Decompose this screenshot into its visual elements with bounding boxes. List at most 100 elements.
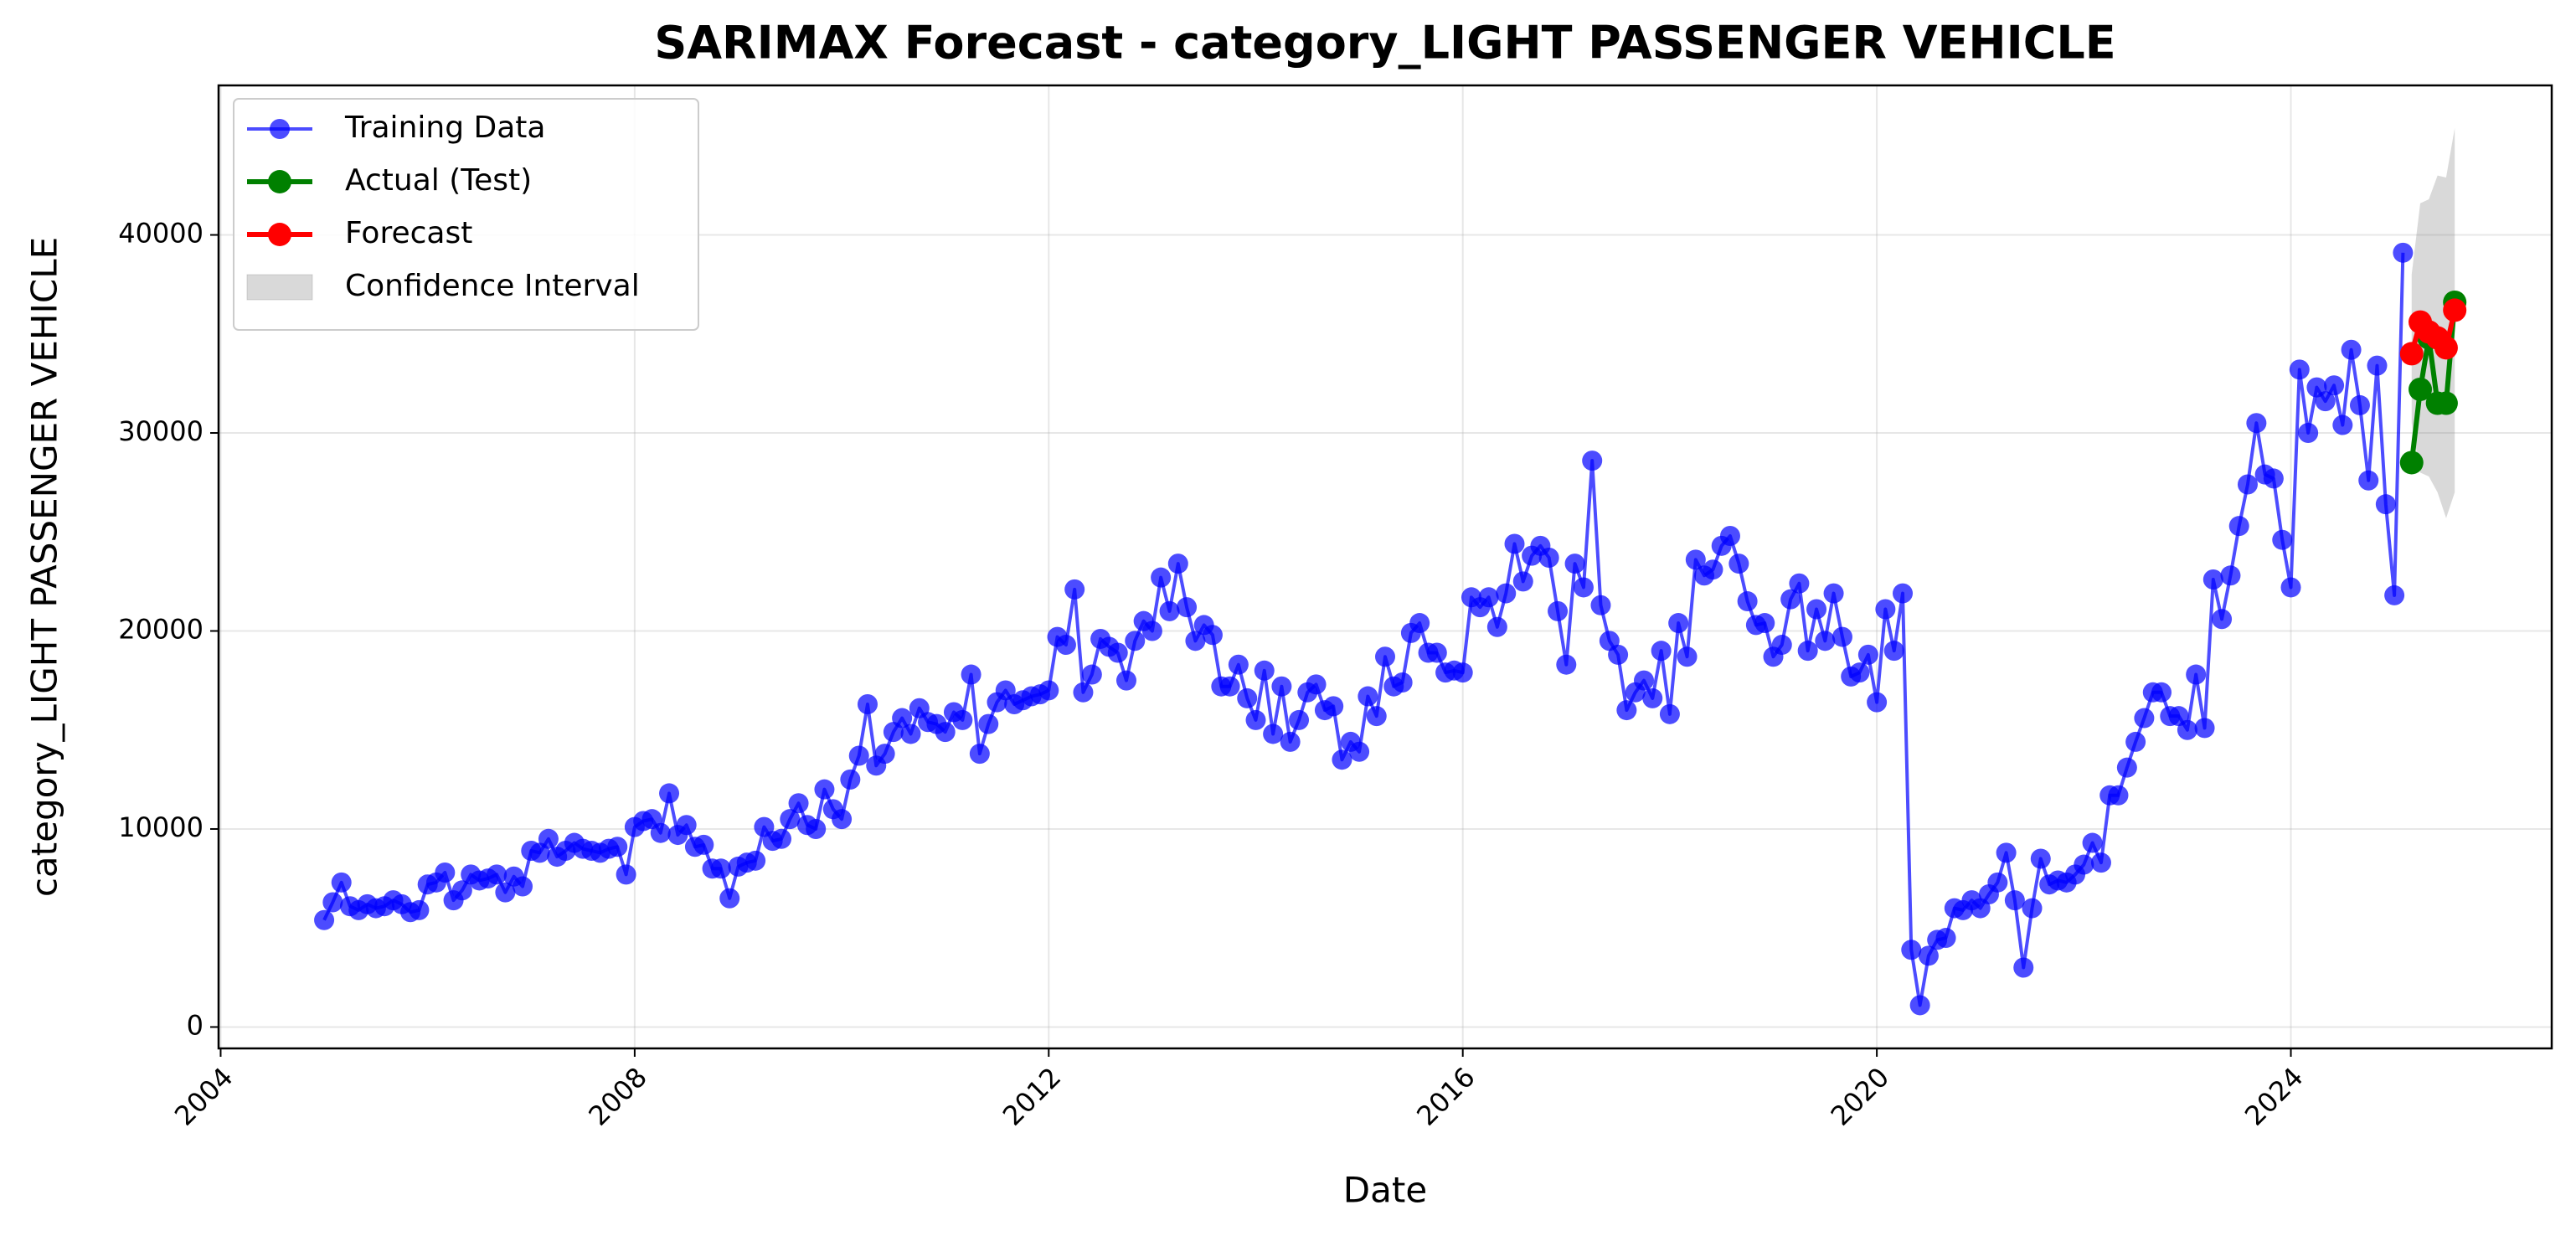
data-point bbox=[2228, 516, 2249, 537]
data-point bbox=[1935, 928, 1956, 949]
data-point bbox=[1857, 644, 1878, 665]
data-point bbox=[1918, 945, 1939, 966]
data-point bbox=[1073, 682, 1094, 703]
data-point bbox=[2030, 848, 2051, 869]
data-point bbox=[961, 664, 981, 685]
x-tick-label: 2008 bbox=[582, 1061, 652, 1131]
data-point bbox=[788, 793, 809, 814]
data-point bbox=[538, 828, 559, 849]
data-point bbox=[1081, 664, 1102, 685]
y-tick-label: 20000 bbox=[118, 614, 204, 646]
data-point bbox=[607, 837, 628, 857]
data-point bbox=[1728, 554, 1749, 574]
data-point bbox=[1893, 583, 1914, 604]
data-point bbox=[1271, 676, 1292, 697]
data-point bbox=[2434, 336, 2458, 360]
data-point bbox=[1737, 591, 1758, 612]
data-point bbox=[952, 709, 973, 730]
data-point bbox=[900, 723, 921, 744]
data-point bbox=[2177, 719, 2197, 740]
data-point bbox=[2375, 494, 2396, 515]
data-point bbox=[1659, 703, 1680, 724]
data-point bbox=[1245, 709, 1266, 730]
data-point bbox=[1556, 654, 1577, 675]
data-point bbox=[1668, 613, 1689, 634]
x-tick-label: 2020 bbox=[1825, 1061, 1895, 1131]
data-point bbox=[1375, 646, 1395, 667]
data-point bbox=[1185, 631, 1206, 651]
data-point bbox=[1289, 709, 1310, 730]
data-point bbox=[1703, 559, 1723, 580]
chart-title: SARIMAX Forecast - category_LIGHT PASSEN… bbox=[654, 17, 2115, 70]
data-point bbox=[2237, 474, 2258, 495]
data-point bbox=[1159, 600, 1180, 621]
data-point bbox=[1642, 687, 1663, 708]
data-point bbox=[1254, 660, 1275, 681]
data-point bbox=[2289, 359, 2310, 380]
data-point bbox=[1867, 692, 1888, 713]
data-point bbox=[874, 744, 895, 765]
data-point bbox=[1202, 625, 1223, 646]
data-point bbox=[1789, 573, 1810, 594]
data-point bbox=[2332, 415, 2353, 435]
data-point bbox=[1141, 620, 1162, 641]
data-point bbox=[892, 708, 913, 729]
data-point bbox=[1909, 995, 1930, 1016]
data-point bbox=[840, 769, 861, 790]
data-point bbox=[1263, 723, 1284, 744]
data-point bbox=[2212, 609, 2233, 630]
y-tick-label: 10000 bbox=[118, 811, 204, 843]
data-point bbox=[1815, 631, 1836, 651]
legend-marker bbox=[268, 223, 291, 246]
data-point bbox=[969, 744, 990, 765]
data-point bbox=[693, 834, 714, 855]
data-point bbox=[814, 779, 835, 800]
data-point bbox=[2246, 413, 2267, 434]
data-point bbox=[1332, 749, 1352, 770]
data-point bbox=[1806, 599, 1827, 620]
data-point bbox=[2384, 584, 2405, 605]
data-point bbox=[435, 863, 456, 883]
data-point bbox=[1478, 587, 1499, 608]
data-point bbox=[1504, 533, 1525, 554]
data-point bbox=[409, 899, 430, 920]
data-point bbox=[1719, 525, 1740, 546]
data-point bbox=[2022, 898, 2043, 919]
data-point bbox=[1996, 842, 2017, 863]
data-point bbox=[2004, 890, 2025, 911]
data-point bbox=[978, 713, 999, 734]
data-point bbox=[1177, 597, 1198, 618]
legend-label: Confidence Interval bbox=[345, 269, 640, 303]
data-point bbox=[2186, 664, 2207, 685]
data-point bbox=[2202, 569, 2223, 590]
legend-box bbox=[233, 98, 699, 331]
data-point bbox=[1780, 589, 1801, 610]
data-point bbox=[857, 693, 878, 714]
data-point bbox=[2194, 718, 2215, 739]
data-point bbox=[2090, 852, 2111, 873]
data-point bbox=[1832, 626, 1852, 647]
data-point bbox=[1582, 451, 1603, 471]
data-point bbox=[1107, 642, 1128, 663]
data-point bbox=[1901, 940, 1922, 960]
x-tick-label: 2004 bbox=[168, 1061, 239, 1131]
data-point bbox=[2341, 339, 2362, 360]
data-point bbox=[1875, 599, 1896, 620]
data-point bbox=[1055, 635, 1076, 656]
data-point bbox=[1651, 641, 1672, 662]
data-point bbox=[659, 783, 680, 804]
data-point bbox=[2443, 298, 2467, 322]
data-point bbox=[2399, 342, 2424, 366]
data-point bbox=[1349, 741, 1370, 762]
data-point bbox=[2082, 832, 2103, 853]
data-point bbox=[2349, 394, 2370, 415]
data-point bbox=[1486, 616, 1507, 637]
data-point bbox=[2116, 757, 2137, 778]
data-point bbox=[2399, 451, 2424, 475]
data-point bbox=[487, 864, 507, 885]
series-line bbox=[322, 252, 2405, 1007]
data-point bbox=[771, 828, 792, 849]
data-point bbox=[1548, 600, 1569, 621]
data-point bbox=[2434, 391, 2458, 415]
